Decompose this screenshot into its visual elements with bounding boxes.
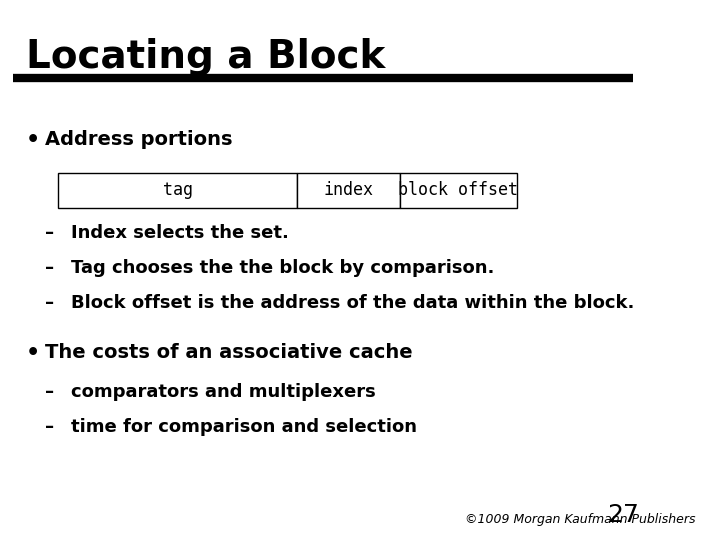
Text: tag: tag	[163, 181, 192, 199]
Text: 27: 27	[607, 503, 639, 526]
Text: –: –	[45, 383, 54, 401]
Text: Block offset is the address of the data within the block.: Block offset is the address of the data …	[71, 294, 634, 312]
Text: Locating a Block: Locating a Block	[26, 38, 385, 76]
Text: block offset: block offset	[398, 181, 518, 199]
FancyBboxPatch shape	[400, 173, 516, 208]
FancyBboxPatch shape	[58, 173, 297, 208]
Text: index: index	[324, 181, 374, 199]
Text: Address portions: Address portions	[45, 130, 233, 148]
Text: ©1009 Morgan Kaufmann Publishers: ©1009 Morgan Kaufmann Publishers	[465, 514, 696, 526]
Text: Tag chooses the the block by comparison.: Tag chooses the the block by comparison.	[71, 259, 495, 277]
Text: –: –	[45, 224, 54, 242]
Text: comparators and multiplexers: comparators and multiplexers	[71, 383, 376, 401]
Text: time for comparison and selection: time for comparison and selection	[71, 418, 417, 436]
Text: The costs of an associative cache: The costs of an associative cache	[45, 343, 413, 362]
Text: •: •	[26, 343, 40, 363]
Text: –: –	[45, 418, 54, 436]
Text: –: –	[45, 259, 54, 277]
Text: Index selects the set.: Index selects the set.	[71, 224, 289, 242]
Text: •: •	[26, 130, 40, 150]
FancyBboxPatch shape	[297, 173, 400, 208]
Text: –: –	[45, 294, 54, 312]
